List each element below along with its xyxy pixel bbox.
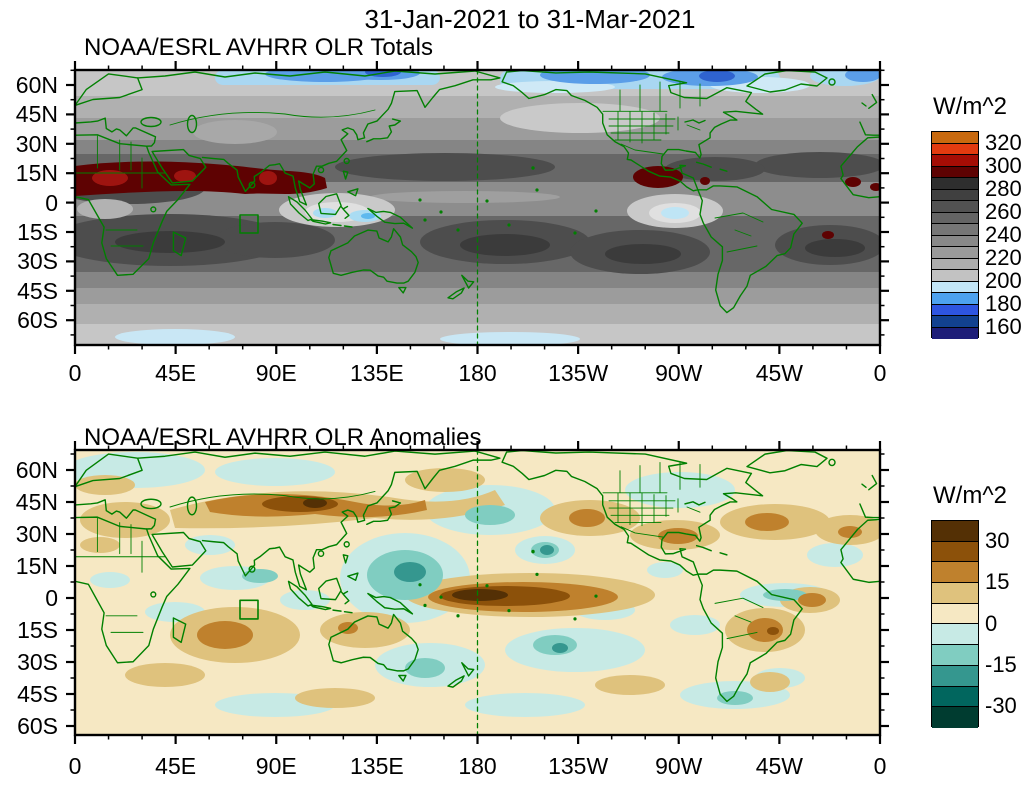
lat-tick-label: 60S	[17, 713, 58, 739]
colorbar-cell	[932, 707, 978, 728]
colorbar-cell	[932, 212, 978, 224]
lat-tick-label: 30S	[17, 649, 58, 675]
totals-colorbar-units: W/m^2	[933, 93, 1007, 120]
colorbar-cell	[932, 645, 978, 666]
lat-tick-label: 45N	[15, 101, 58, 128]
colorbar-cell	[932, 665, 978, 687]
lat-tick-label: 60N	[15, 457, 58, 483]
colorbar-tick-label: 15	[985, 569, 1010, 595]
colorbar-cell	[932, 624, 978, 646]
colorbar-tick-label: 30	[985, 527, 1010, 553]
totals-axis-ticks	[66, 61, 889, 354]
colorbar-cell	[932, 258, 978, 270]
totals-panel-title: NOAA/ESRL AVHRR OLR Totals	[84, 34, 434, 61]
colorbar-cell	[932, 155, 978, 167]
colorbar-tick-label: -15	[985, 651, 1017, 677]
lat-tick-label: 45S	[17, 277, 58, 304]
lat-tick-label: 0	[45, 585, 58, 611]
olr-totals-fill	[75, 70, 880, 345]
colorbar-cell	[932, 327, 978, 339]
colorbar-cell	[932, 541, 978, 563]
lon-tick-label: 45W	[755, 360, 804, 386]
colorbar-tick-label: 280	[985, 175, 1022, 201]
colorbar-cell	[932, 132, 978, 144]
colorbar-tick-label: 0	[985, 610, 998, 636]
colorbar-tick-label: 160	[985, 313, 1022, 339]
lon-tick-label: 135E	[350, 360, 404, 386]
lon-tick-label: 180	[458, 360, 497, 386]
anomalies-axis-ticks	[66, 441, 889, 744]
lon-tick-label: 45E	[155, 753, 197, 779]
colorbar-cell	[932, 247, 978, 259]
colorbar-cell	[932, 304, 978, 316]
lon-tick-label: 0	[873, 360, 887, 386]
colorbar-cell	[932, 316, 978, 328]
colorbar-tick-label: 300	[985, 152, 1022, 178]
totals-colorbar	[931, 131, 979, 339]
lon-tick-label: 45E	[155, 360, 197, 386]
lon-tick-label: 45W	[755, 753, 804, 779]
lat-tick-label: 30S	[17, 248, 58, 275]
colorbar-cell	[932, 521, 978, 542]
lon-tick-label: 135W	[548, 753, 609, 779]
lat-tick-label: 60N	[15, 72, 58, 98]
colorbar-cell	[932, 143, 978, 155]
lat-tick-label: 60S	[17, 307, 58, 334]
colorbar-cell	[932, 178, 978, 190]
olr-anomalies-map	[66, 441, 889, 744]
lat-tick-label: 0	[45, 189, 58, 216]
lat-tick-label: 15N	[15, 160, 58, 187]
colorbar-cell	[932, 281, 978, 293]
lat-tick-label: 30N	[15, 521, 58, 547]
lon-tick-label: 90E	[255, 360, 297, 386]
anomalies-panel-title: NOAA/ESRL AVHRR OLR Anomalies	[84, 424, 482, 451]
main-title: 31-Jan-2021 to 31-Mar-2021	[364, 4, 696, 34]
colorbar-cell	[932, 686, 978, 708]
lat-tick-label: 30N	[15, 130, 58, 157]
lat-tick-label: 45S	[17, 681, 58, 707]
colorbar-tick-label: 200	[985, 267, 1022, 293]
lon-tick-label: 0	[873, 753, 887, 779]
lat-tick-label: 15S	[17, 219, 58, 245]
lat-tick-label: 45N	[15, 489, 58, 515]
lon-tick-label: 0	[68, 753, 82, 779]
lon-tick-label: 90W	[655, 360, 703, 386]
colorbar-tick-label: 260	[985, 198, 1022, 224]
colorbar-cell	[932, 583, 978, 604]
anomalies-colorbar-units: W/m^2	[933, 482, 1007, 509]
colorbar-cell	[932, 166, 978, 178]
colorbar-cell	[932, 201, 978, 213]
anomalies-colorbar	[931, 520, 979, 728]
lon-tick-label: 135E	[350, 753, 404, 779]
colorbar-cell	[932, 189, 978, 201]
colorbar-tick-label: 220	[985, 244, 1022, 270]
olr-anomalies-fill	[75, 450, 880, 735]
colorbar-tick-label: 240	[985, 221, 1022, 247]
colorbar-cell	[932, 224, 978, 236]
lat-tick-label: 15N	[15, 553, 58, 579]
lon-tick-label: 180	[458, 753, 497, 779]
colorbar-cell	[932, 562, 978, 584]
colorbar-cell	[932, 293, 978, 305]
colorbar-cell	[932, 235, 978, 247]
lat-tick-label: 15S	[17, 617, 58, 643]
colorbar-cell	[932, 270, 978, 282]
colorbar-tick-label: -30	[985, 693, 1017, 719]
lon-tick-label: 0	[68, 360, 82, 386]
lon-tick-label: 90E	[255, 753, 297, 779]
lon-tick-label: 90W	[655, 753, 703, 779]
colorbar-cell	[932, 603, 978, 625]
olr-totals-map	[66, 61, 889, 354]
colorbar-tick-label: 320	[985, 129, 1022, 155]
colorbar-tick-label: 180	[985, 290, 1022, 316]
lon-tick-label: 135W	[548, 360, 609, 386]
